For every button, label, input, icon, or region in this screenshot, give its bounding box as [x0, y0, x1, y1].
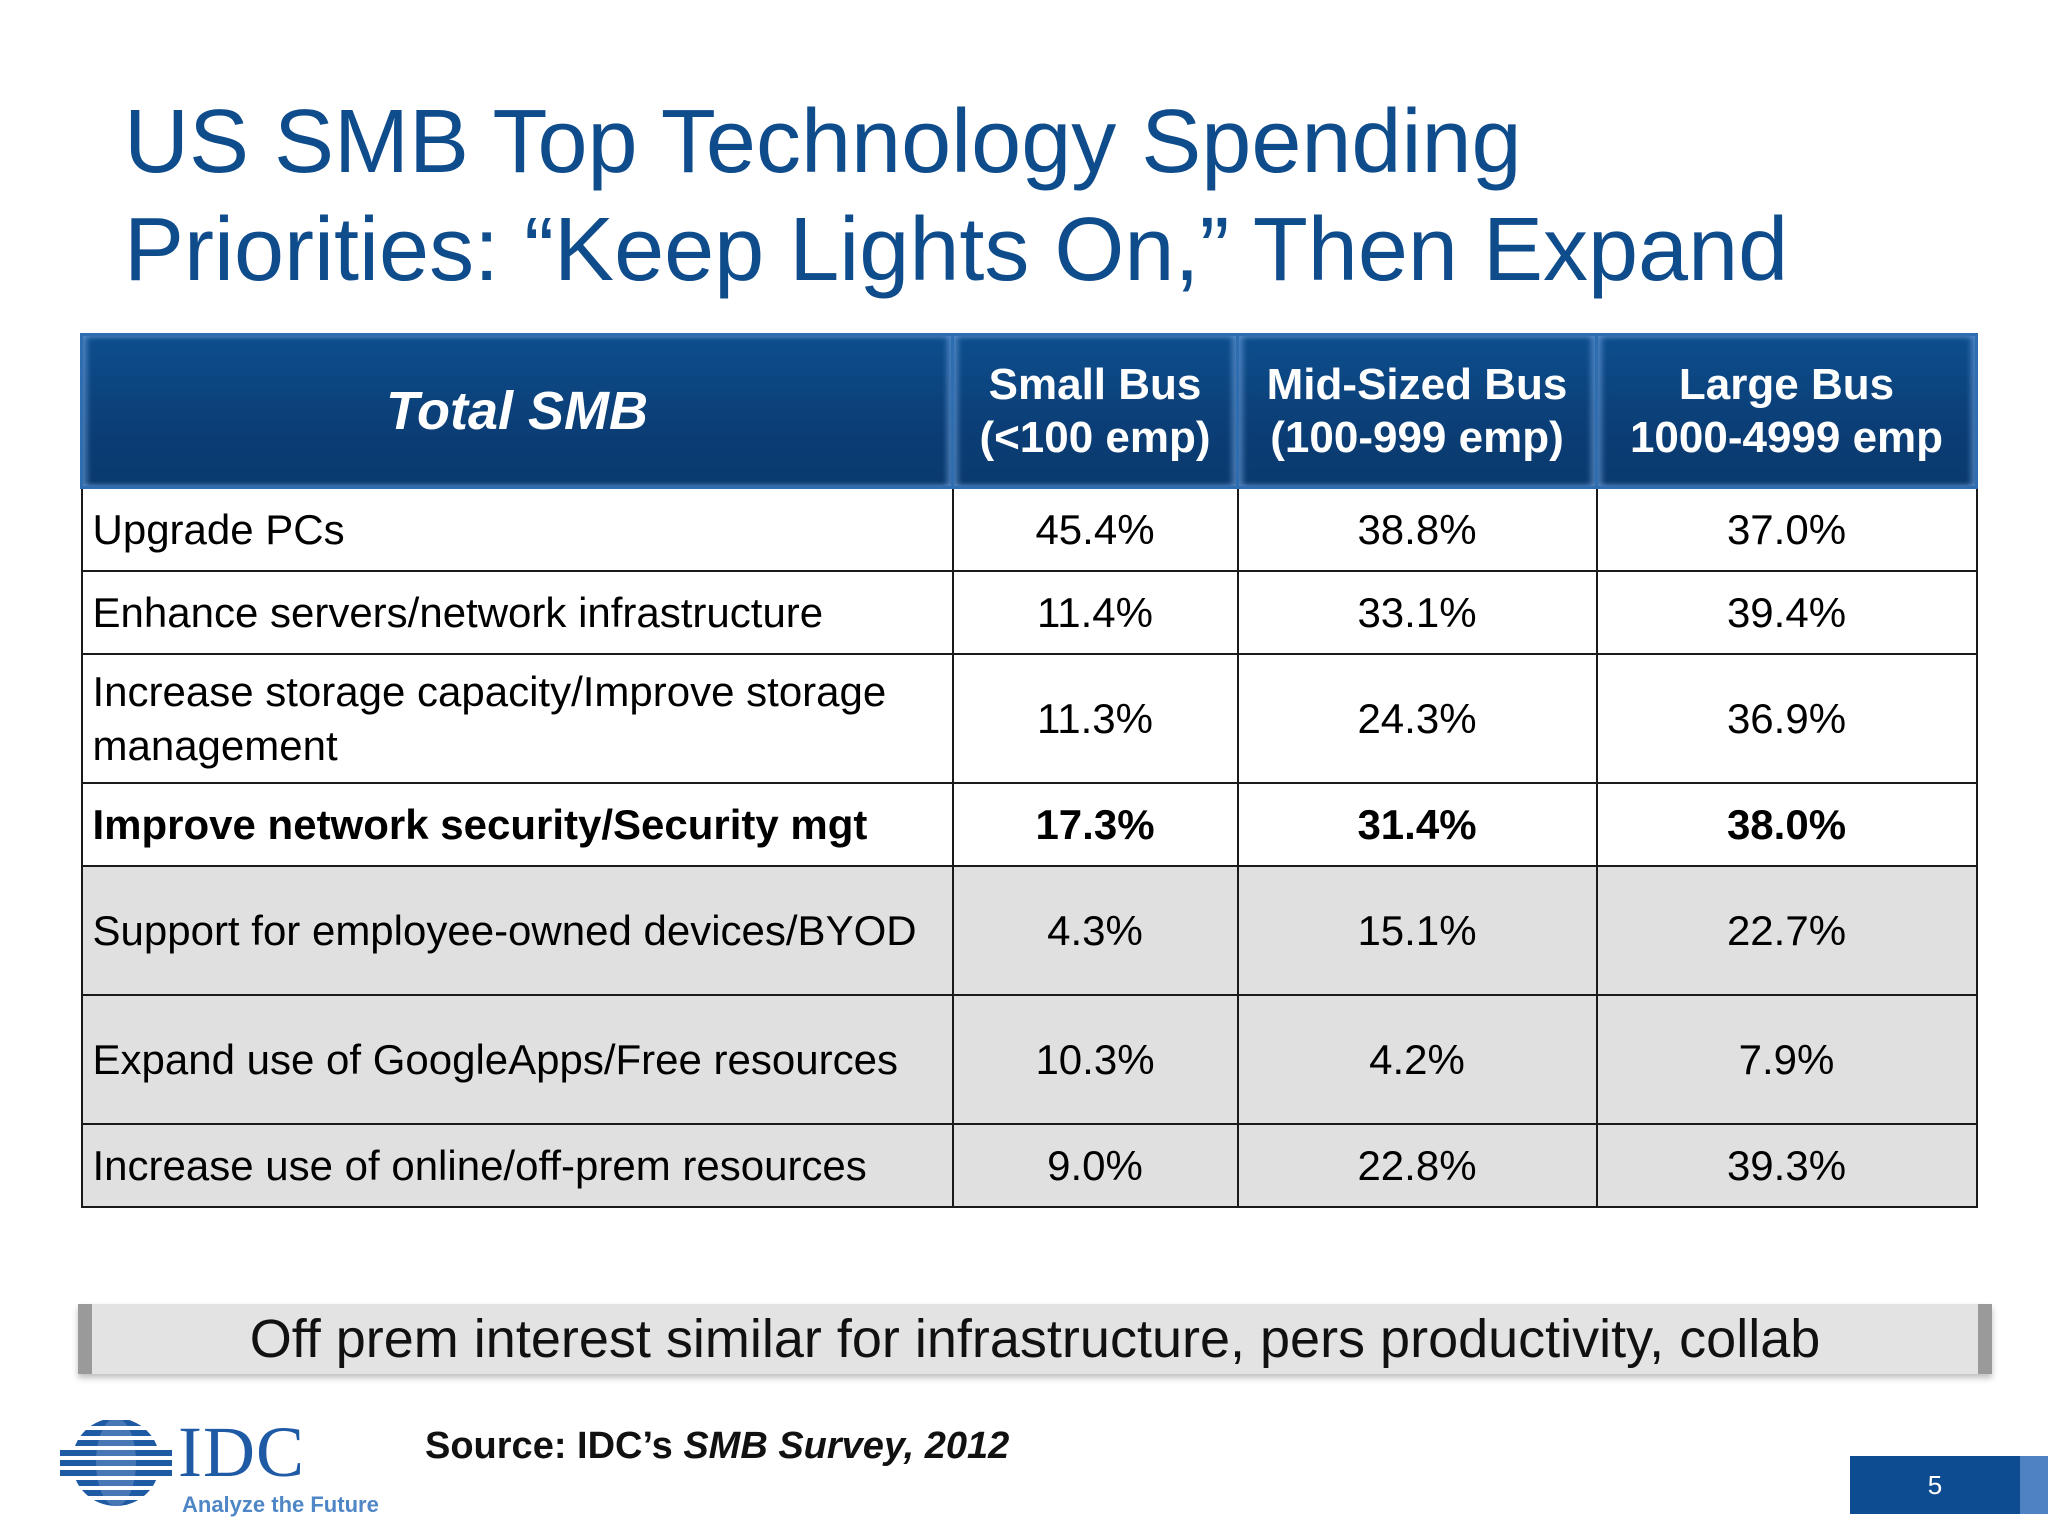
slide-title-line-2: Priorities: “Keep Lights On,” Then Expan… — [124, 200, 1789, 300]
mid-sized-bus-value: 33.1% — [1236, 570, 1598, 655]
large-bus-value: 7.9% — [1595, 994, 1978, 1125]
small-bus-value: 17.3% — [951, 782, 1239, 867]
header-large-bus-line-1: Large Bus — [1678, 360, 1895, 409]
large-bus-value: 38.0% — [1595, 782, 1978, 867]
large-bus-value: 39.4% — [1595, 570, 1978, 655]
table-row: Enhance servers/network infrastructure 1… — [80, 570, 1978, 655]
header-large-bus-line-2: 1000-4999 emp — [1629, 413, 1944, 462]
small-bus-value: 45.4% — [951, 486, 1239, 572]
table-row: Increase storage capacity/Improve storag… — [80, 653, 1978, 784]
idc-logo: IDC Analyze the Future — [60, 1412, 380, 1522]
large-bus-value: 39.3% — [1595, 1123, 1978, 1208]
table-header-row: Total SMB Small Bus (<100 emp) Mid-Sized… — [80, 333, 1978, 489]
mid-sized-bus-value: 31.4% — [1236, 782, 1598, 867]
page-number: 5 — [1850, 1456, 2020, 1514]
logo-wordmark: IDC — [178, 1412, 305, 1492]
row-label: Upgrade PCs — [80, 486, 954, 572]
table-row: Support for employee-owned devices/BYOD … — [80, 865, 1978, 996]
small-bus-value: 11.3% — [951, 653, 1239, 784]
source-citation: Source: IDC’s SMB Survey, 2012 — [425, 1425, 1009, 1468]
row-label: Increase use of online/off-prem resource… — [80, 1123, 954, 1208]
header-total-smb: Total SMB — [80, 333, 954, 489]
table-row: Upgrade PCs 45.4% 38.8% 37.0% — [80, 486, 1978, 572]
header-small-bus-line-2: (<100 emp) — [979, 413, 1211, 462]
small-bus-value: 10.3% — [951, 994, 1239, 1125]
slide-title-line-1: US SMB Top Technology Spending — [124, 92, 1522, 192]
page-number-accent — [2020, 1456, 2048, 1514]
source-title: SMB Survey, 2012 — [683, 1425, 1010, 1467]
mid-sized-bus-value: 38.8% — [1236, 486, 1598, 572]
small-bus-value: 4.3% — [951, 865, 1239, 996]
row-label: Support for employee-owned devices/BYOD — [80, 865, 954, 996]
spending-priorities-table: Total SMB Small Bus (<100 emp) Mid-Sized… — [80, 333, 1978, 1208]
row-label: Improve network security/Security mgt — [80, 782, 954, 867]
header-small-bus: Small Bus (<100 emp) — [951, 333, 1239, 489]
row-label: Increase storage capacity/Improve storag… — [80, 653, 954, 784]
row-label: Expand use of GoogleApps/Free resources — [80, 994, 954, 1125]
source-prefix: Source: IDC’s — [425, 1425, 673, 1467]
header-mid-sized-bus: Mid-Sized Bus (100-999 emp) — [1236, 333, 1598, 489]
logo-tagline: Analyze the Future — [182, 1492, 379, 1517]
large-bus-value: 36.9% — [1595, 653, 1978, 784]
globe-icon — [60, 1418, 172, 1506]
small-bus-value: 11.4% — [951, 570, 1239, 655]
small-bus-value: 9.0% — [951, 1123, 1239, 1208]
header-large-bus: Large Bus 1000-4999 emp — [1595, 333, 1978, 489]
table-row: Expand use of GoogleApps/Free resources … — [80, 994, 1978, 1125]
header-small-bus-line-1: Small Bus — [988, 360, 1202, 409]
large-bus-value: 37.0% — [1595, 486, 1978, 572]
header-mid-sized-bus-line-2: (100-999 emp) — [1270, 413, 1564, 462]
slide-title: US SMB Top Technology Spending Prioritie… — [124, 88, 1984, 304]
header-mid-sized-bus-line-1: Mid-Sized Bus — [1266, 360, 1568, 409]
mid-sized-bus-value: 22.8% — [1236, 1123, 1598, 1208]
table-row-highlighted: Improve network security/Security mgt 17… — [80, 782, 1978, 867]
mid-sized-bus-value: 24.3% — [1236, 653, 1598, 784]
row-label: Enhance servers/network infrastructure — [80, 570, 954, 655]
large-bus-value: 22.7% — [1595, 865, 1978, 996]
mid-sized-bus-value: 15.1% — [1236, 865, 1598, 996]
callout-banner: Off prem interest similar for infrastruc… — [78, 1304, 1992, 1374]
table-row: Increase use of online/off-prem resource… — [80, 1123, 1978, 1208]
mid-sized-bus-value: 4.2% — [1236, 994, 1598, 1125]
